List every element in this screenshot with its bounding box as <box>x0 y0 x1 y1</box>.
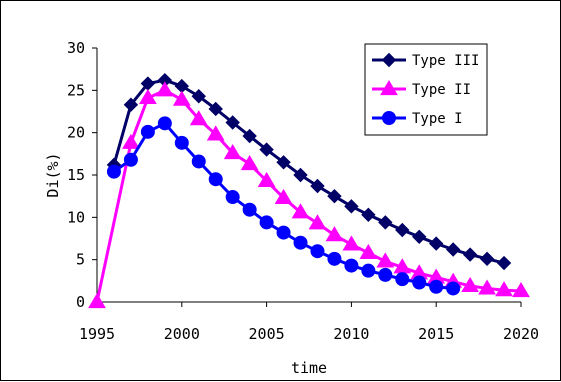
legend-label-type-ii: Type II <box>412 82 471 98</box>
y-tick-label-20: 20 <box>67 124 85 142</box>
point-type-ii-1999 <box>155 81 174 97</box>
point-type-i-2014 <box>412 275 427 290</box>
point-type-iii-2014 <box>412 229 427 245</box>
point-type-i-2004 <box>242 202 257 217</box>
point-type-ii-2004 <box>240 155 259 171</box>
point-type-ii-2020 <box>512 282 530 298</box>
point-type-i-2002 <box>208 172 223 187</box>
point-type-iii-2019 <box>496 255 512 271</box>
point-type-i-2011 <box>361 263 376 278</box>
point-type-iii-2004 <box>242 128 257 144</box>
point-type-i-2007 <box>293 235 308 250</box>
point-type-iii-2018 <box>479 251 495 267</box>
x-tick-label-2015: 2015 <box>418 325 454 343</box>
point-type-i-2013 <box>395 272 410 287</box>
legend-label-type-iii: Type III <box>412 53 479 69</box>
x-tick-label-2005: 2005 <box>249 325 285 343</box>
point-type-i-2003 <box>225 190 240 205</box>
point-type-i-2000 <box>174 135 189 150</box>
point-type-ii-2001 <box>189 110 208 126</box>
point-type-i-2009 <box>327 251 342 266</box>
point-type-ii-2002 <box>206 125 225 141</box>
point-type-ii-2006 <box>274 188 293 204</box>
point-type-i-1996 <box>106 164 121 179</box>
point-type-iii-2008 <box>310 178 325 194</box>
point-type-i-2012 <box>378 267 393 282</box>
point-type-iii-2005 <box>259 142 274 157</box>
legend-marker-type-iii <box>381 52 397 68</box>
point-type-iii-2001 <box>191 89 206 104</box>
point-type-iii-2006 <box>276 155 291 170</box>
point-type-iii-2017 <box>462 247 478 262</box>
point-type-ii-1998 <box>139 88 157 105</box>
y-tick-label-25: 25 <box>67 81 85 99</box>
point-type-ii-2000 <box>172 90 191 106</box>
point-type-iii-2013 <box>395 222 410 238</box>
point-type-i-2006 <box>276 225 291 240</box>
point-type-i-2005 <box>259 215 274 230</box>
x-tick-label-2000: 2000 <box>164 325 200 343</box>
point-type-iii-2002 <box>208 101 223 117</box>
point-type-ii-2017 <box>461 276 479 293</box>
y-tick-label-10: 10 <box>67 208 85 226</box>
series-type-iii <box>106 72 512 271</box>
point-type-iii-2016 <box>445 242 461 257</box>
y-tick-label-15: 15 <box>67 166 85 184</box>
point-type-i-2008 <box>310 244 325 259</box>
point-type-i-2010 <box>344 258 359 273</box>
point-type-iii-2015 <box>428 236 444 251</box>
point-type-ii-2005 <box>257 171 276 188</box>
x-tick-label-1995: 1995 <box>79 325 115 343</box>
series-layer <box>88 72 530 309</box>
point-type-i-1999 <box>157 116 172 131</box>
point-type-ii-2019 <box>495 281 513 297</box>
point-type-i-2015 <box>429 279 444 294</box>
point-type-iii-1997 <box>123 97 139 112</box>
axes: 0 5 10 15 20 25 30 1995 2000 2005 2010 2015 2020 time… <box>44 39 539 377</box>
legend-marker-type-ii <box>380 80 398 96</box>
point-type-i-1998 <box>140 124 155 139</box>
y-tick-label-5: 5 <box>76 251 85 269</box>
point-type-iii-2007 <box>293 167 308 183</box>
y-tick-label-0: 0 <box>76 293 85 311</box>
point-type-i-2001 <box>191 154 206 169</box>
x-tick-label-2020: 2020 <box>503 325 539 343</box>
point-type-ii-2008 <box>308 214 327 230</box>
point-type-iii-2009 <box>327 188 342 204</box>
point-type-ii-2003 <box>223 144 242 160</box>
x-tick-label-2010: 2010 <box>333 325 369 343</box>
y-axis-title: Di(%) <box>44 152 62 197</box>
point-type-ii-1995 <box>88 293 106 309</box>
point-type-ii-2011 <box>359 243 378 259</box>
point-type-iii-2000 <box>174 78 190 94</box>
series-type-i <box>106 116 461 296</box>
legend-label-type-i: Type I <box>412 111 463 127</box>
point-type-ii-2010 <box>342 235 361 251</box>
point-type-ii-2018 <box>478 279 496 295</box>
x-axis-title: time <box>291 359 327 377</box>
point-type-ii-1997 <box>122 133 140 149</box>
point-type-iii-2003 <box>225 115 240 130</box>
point-type-iii-2012 <box>378 215 393 230</box>
point-type-ii-2007 <box>291 203 310 219</box>
legend-marker-type-i <box>382 111 396 125</box>
point-type-ii-2012 <box>376 252 395 268</box>
point-type-ii-2009 <box>325 226 344 242</box>
y-tick-label-30: 30 <box>67 39 85 57</box>
point-type-i-1997 <box>123 152 138 167</box>
point-type-i-2016 <box>446 281 461 296</box>
legend: Type III Type II Type I <box>364 43 488 136</box>
point-type-iii-2010 <box>344 199 359 214</box>
point-type-iii-2011 <box>361 207 376 223</box>
